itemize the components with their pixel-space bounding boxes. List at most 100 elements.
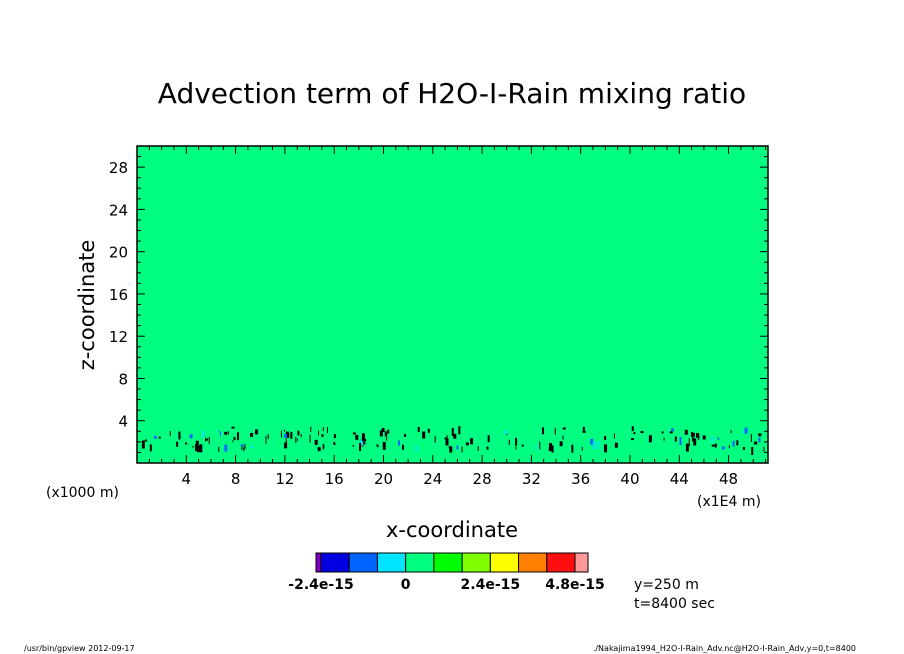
field-feature (208, 437, 210, 445)
field-feature (397, 440, 400, 446)
field-feature (196, 446, 200, 453)
x-tick-label: 48 (719, 470, 738, 488)
field-feature (361, 433, 365, 442)
field-feature (387, 429, 390, 434)
field-feature (285, 431, 289, 438)
field-feature (218, 430, 220, 433)
field-feature (504, 430, 508, 434)
field-feature (267, 434, 269, 440)
colorbar-swatch (348, 552, 378, 573)
field-feature (604, 436, 607, 441)
field-feature (445, 438, 449, 446)
colorbar-swatch (315, 552, 322, 573)
field-feature (711, 444, 715, 447)
y-tick-label: 8 (118, 370, 128, 388)
field-feature (754, 441, 758, 445)
field-feature (241, 445, 243, 451)
field-feature (206, 438, 209, 441)
field-feature (661, 431, 664, 434)
field-feature (233, 437, 236, 441)
field-feature (554, 427, 556, 435)
field-feature (694, 439, 696, 442)
field-feature (309, 434, 311, 443)
field-feature (250, 446, 254, 449)
field-feature (227, 431, 229, 435)
field-feature (763, 446, 765, 452)
field-feature (427, 428, 430, 433)
field-feature (692, 437, 695, 442)
field-feature (669, 431, 673, 434)
field-feature (280, 430, 282, 438)
field-feature (333, 442, 336, 446)
field-feature (679, 437, 682, 446)
x-tick-label: 20 (374, 470, 393, 488)
field-feature (352, 444, 354, 447)
x-tick-label: 40 (620, 470, 639, 488)
colorbar-swatch (518, 552, 548, 573)
field-feature (322, 443, 324, 450)
field-feature (751, 447, 754, 456)
field-feature (296, 438, 298, 441)
field-feature (333, 434, 336, 439)
field-feature (285, 435, 287, 443)
field-feature (732, 440, 735, 447)
field-feature (688, 438, 690, 447)
field-feature (742, 446, 745, 450)
field-feature (327, 427, 329, 434)
field-feature (515, 446, 517, 450)
field-feature (300, 434, 302, 438)
field-feature (590, 438, 594, 445)
field-feature (153, 435, 157, 439)
field-feature (224, 431, 228, 435)
field-feature (461, 446, 463, 453)
y-axis-label: z-coordinate (75, 240, 99, 371)
field-feature (551, 445, 554, 453)
field-feature (318, 430, 320, 436)
field-feature (403, 433, 406, 437)
field-feature (674, 436, 677, 442)
field-feature (362, 442, 366, 445)
field-feature (508, 439, 510, 445)
field-feature (470, 438, 474, 445)
field-feature (381, 428, 385, 433)
field-feature (317, 447, 321, 452)
field-feature (630, 438, 634, 441)
field-feature (453, 433, 457, 439)
field-feature (321, 434, 324, 438)
y-tick-label: 24 (109, 201, 128, 219)
field-feature (415, 445, 418, 452)
x-tick-label: 32 (522, 470, 541, 488)
field-feature (592, 441, 595, 450)
colorbar-swatch (376, 552, 407, 573)
field-feature (743, 430, 745, 435)
field-feature (562, 435, 564, 440)
x-tick-label: 36 (571, 470, 590, 488)
field-feature (562, 427, 566, 430)
field-feature (195, 440, 199, 449)
field-feature (541, 427, 544, 435)
field-feature (559, 441, 563, 447)
field-feature (360, 439, 364, 446)
footer-left: /usr/bin/gpview 2012-09-17 (24, 644, 135, 653)
field-feature (417, 426, 420, 432)
field-feature (744, 427, 748, 434)
x-tick-label: 24 (423, 470, 442, 488)
field-feature (487, 435, 490, 443)
colorbar-swatch (461, 552, 491, 573)
field-feature (158, 436, 161, 439)
colorbar-swatch (405, 552, 435, 573)
field-feature (250, 432, 254, 437)
field-feature (671, 428, 675, 432)
field-feature (295, 436, 297, 443)
field-feature (582, 426, 585, 431)
field-feature (633, 432, 636, 435)
field-feature (384, 431, 387, 437)
field-feature (231, 426, 235, 429)
field-feature (232, 440, 234, 443)
x-tick-label: 44 (670, 470, 689, 488)
y-tick-label: 16 (109, 286, 128, 304)
colorbar-swatch (433, 552, 463, 573)
y-tick-label: 12 (109, 328, 128, 346)
field-feature (663, 437, 665, 441)
